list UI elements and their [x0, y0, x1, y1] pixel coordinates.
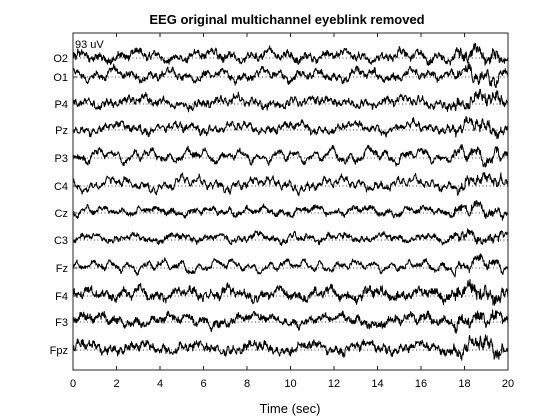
channel-labels: O2 O1 P4 Pz P3 C4 Cz C3 Fz F4 F3 Fpz — [50, 53, 77, 357]
x-tick-label-0: 0 — [70, 378, 76, 390]
channel-label-p4: P4 — [55, 99, 68, 111]
channel-label-fpz: Fpz — [50, 345, 68, 357]
x-tick-label-2: 2 — [113, 378, 119, 390]
trace-fz — [72, 253, 509, 278]
channel-label-o1: O1 — [53, 72, 68, 84]
channel-label-c3: C3 — [54, 235, 68, 247]
plot-area — [72, 32, 509, 371]
x-axis-ticks: 0 2 4 6 8 10 12 14 16 18 20 — [70, 33, 514, 390]
trace-c3 — [72, 228, 509, 246]
x-tick-label-16: 16 — [415, 378, 427, 390]
channel-label-cz: Cz — [55, 208, 68, 220]
channel-label-f4: F4 — [55, 291, 68, 303]
trace-f4 — [72, 278, 509, 306]
trace-p3 — [72, 144, 509, 168]
trace-p4 — [72, 88, 509, 113]
trace-cz — [72, 200, 509, 221]
trace-o1 — [72, 61, 509, 89]
channel-label-o2: O2 — [53, 53, 68, 65]
x-tick-label-12: 12 — [328, 378, 340, 390]
x-tick-label-18: 18 — [458, 378, 470, 390]
channel-label-p3: P3 — [55, 153, 68, 165]
trace-fpz — [72, 334, 509, 361]
channel-label-fz: Fz — [56, 263, 68, 275]
x-tick-label-8: 8 — [244, 378, 250, 390]
x-tick-label-20: 20 — [502, 378, 514, 390]
trace-o2 — [72, 43, 509, 66]
channel-label-f3: F3 — [55, 317, 68, 329]
x-axis-label: Time (sec) — [260, 401, 321, 416]
trace-f3 — [72, 309, 509, 334]
x-tick-label-10: 10 — [284, 378, 296, 390]
x-tick-label-4: 4 — [157, 378, 163, 390]
plot-background — [73, 33, 508, 370]
x-tick-label-6: 6 — [200, 378, 206, 390]
channel-label-c4: C4 — [54, 181, 68, 193]
x-tick-label-14: 14 — [371, 378, 383, 390]
channel-traces — [72, 43, 509, 361]
trace-c4 — [72, 172, 509, 197]
scale-label: 93 uV — [75, 39, 104, 51]
trace-pz — [72, 115, 509, 140]
chart-title: EEG original multichannel eyeblink remov… — [149, 12, 424, 27]
channel-label-pz: Pz — [55, 125, 68, 137]
